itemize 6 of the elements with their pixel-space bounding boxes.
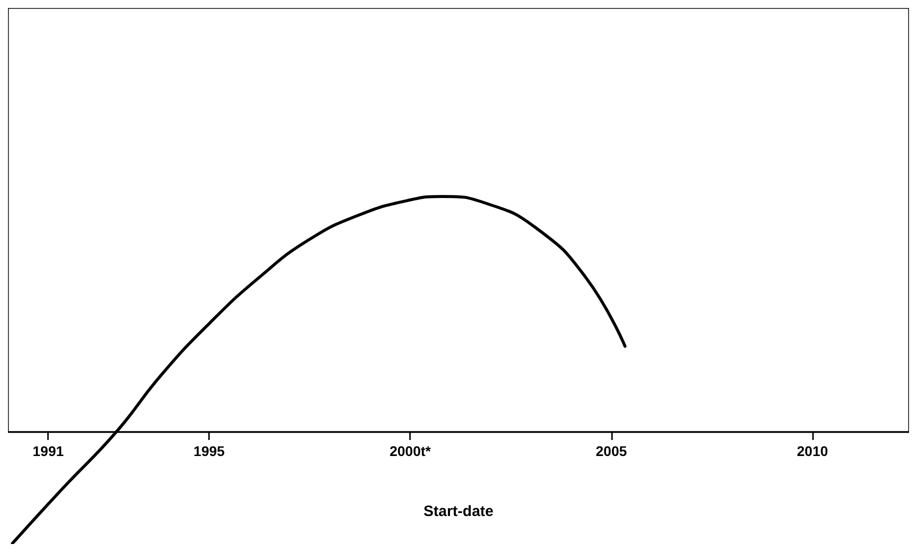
x-tick-label: 2005: [596, 443, 628, 459]
x-tick-label: 1991: [32, 443, 64, 459]
x-tick-label: 2000t*: [390, 443, 432, 459]
x-tick-label: 2010: [796, 443, 828, 459]
x-tick-label: 1995: [194, 443, 225, 459]
x-axis-title: Start-date: [423, 503, 494, 520]
